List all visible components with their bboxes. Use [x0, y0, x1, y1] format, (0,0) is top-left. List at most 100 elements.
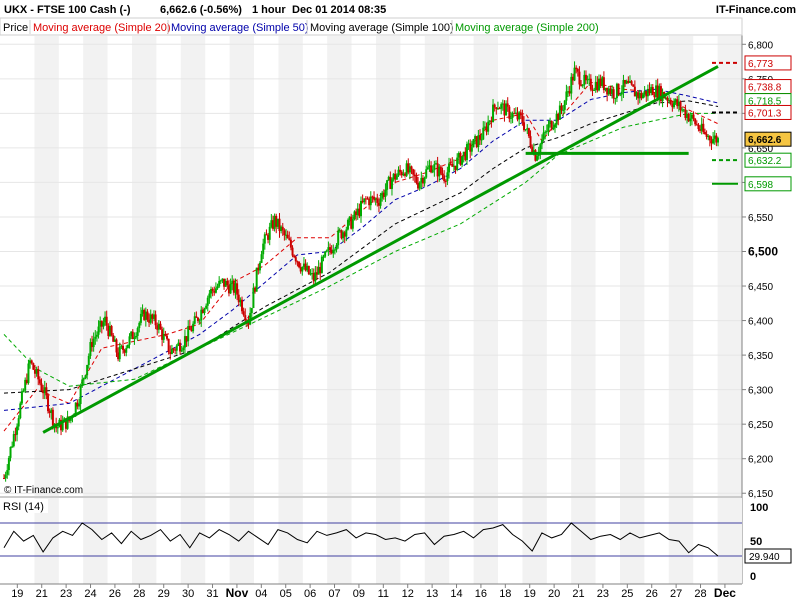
level-labels: 6,773 6,738.8 6,718.56,701.3 6,662.6 6,632.2…	[712, 55, 792, 192]
candle-body	[257, 267, 260, 271]
candle-body	[568, 91, 571, 94]
candle-body	[234, 283, 237, 293]
candle-body	[255, 267, 258, 292]
candle-body	[668, 99, 671, 101]
x-tick-label: 19	[524, 588, 536, 600]
candle-body	[358, 208, 361, 217]
candle-body	[146, 311, 149, 320]
candle-body	[534, 150, 537, 161]
legend-ma100[interactable]: Moving average (Simple 100)	[310, 22, 454, 34]
candle-body	[79, 386, 82, 405]
candle-body	[296, 261, 299, 263]
candle-body	[45, 387, 48, 396]
y-tick-label: 6,150	[748, 489, 773, 500]
candle-body	[154, 314, 157, 326]
candle-body	[162, 333, 165, 340]
candle-body	[32, 363, 35, 370]
candle-body	[108, 326, 111, 337]
candle-body	[4, 474, 7, 479]
candle-body	[454, 165, 457, 170]
interval: 1 hour	[252, 4, 286, 16]
candle-body	[692, 114, 695, 119]
candle-body	[187, 325, 190, 342]
candle-body	[578, 71, 581, 85]
candle-body	[387, 176, 390, 181]
day-bands	[34, 36, 742, 496]
candle-body	[479, 135, 481, 140]
level-label-box	[744, 55, 792, 71]
candle-body	[47, 395, 50, 412]
candle-body	[399, 169, 402, 172]
candle-body	[682, 109, 685, 111]
candle-body	[231, 280, 234, 284]
candle-body	[283, 230, 286, 236]
candle-body	[529, 136, 532, 147]
candle-body	[686, 113, 689, 118]
candle-body	[638, 92, 641, 99]
candle-body	[351, 219, 354, 229]
level-label-box	[744, 152, 792, 168]
candle-body	[493, 104, 496, 108]
x-tick-label: 23	[597, 588, 609, 600]
candle-body	[483, 126, 486, 128]
price-candles	[3, 61, 719, 482]
legend-ma50[interactable]: Moving average (Simple 50)	[171, 22, 309, 34]
candle-body	[35, 368, 38, 374]
candle-body	[371, 196, 374, 198]
candle-body	[24, 379, 27, 391]
candle-body	[487, 121, 490, 132]
candle-body	[405, 163, 408, 176]
candle-body	[208, 293, 211, 298]
candle-body	[650, 87, 653, 94]
rsi-axis-ticks: 100 50 0 29.940	[744, 502, 792, 583]
candle-body	[40, 383, 43, 391]
candle-body	[612, 89, 615, 99]
candle-body	[500, 104, 503, 109]
candle-body	[413, 174, 416, 177]
candle-body	[700, 123, 703, 131]
candle-body	[599, 78, 602, 86]
candle-body	[703, 132, 706, 134]
candle-body	[115, 339, 118, 353]
candle-body	[206, 297, 209, 306]
candle-body	[485, 126, 488, 132]
candle-body	[293, 255, 296, 258]
candle-body	[521, 115, 524, 123]
candle-body	[298, 261, 301, 268]
candle-body	[117, 352, 120, 360]
last-change: 6,662.6 (-0.56%)	[160, 4, 242, 16]
candle-body	[335, 245, 338, 250]
rsi-line	[3, 522, 719, 557]
legend-ma200[interactable]: Moving average (Simple 200)	[455, 22, 599, 34]
legend-price[interactable]: Price	[3, 22, 28, 34]
candle-body	[50, 409, 53, 413]
candle-body	[596, 81, 599, 91]
candle-body	[581, 84, 584, 86]
x-tick-label: Dec	[714, 586, 736, 600]
candle-body	[329, 247, 332, 251]
candle-body	[689, 118, 692, 122]
candle-body	[66, 416, 69, 429]
candle-body	[656, 85, 659, 100]
candle-body	[443, 175, 446, 181]
candle-body	[382, 192, 385, 197]
candle-body	[350, 216, 353, 229]
candle-body	[430, 165, 433, 173]
candle-body	[312, 273, 315, 282]
candle-body	[324, 251, 327, 257]
candle-body	[196, 317, 199, 321]
candle-body	[27, 363, 30, 384]
day-band	[522, 36, 547, 496]
candle-body	[76, 402, 79, 407]
candle-body	[407, 163, 410, 173]
x-tick-label: 12	[402, 588, 414, 600]
candle-body	[611, 89, 614, 94]
legend-ma20[interactable]: Moving average (Simple 20)	[33, 22, 171, 34]
candle-body	[227, 285, 230, 294]
candle-body	[467, 143, 470, 145]
candle-body	[342, 232, 345, 239]
candle-body	[270, 220, 273, 227]
rsi-day-bands	[34, 498, 742, 584]
candle-body	[87, 356, 90, 365]
